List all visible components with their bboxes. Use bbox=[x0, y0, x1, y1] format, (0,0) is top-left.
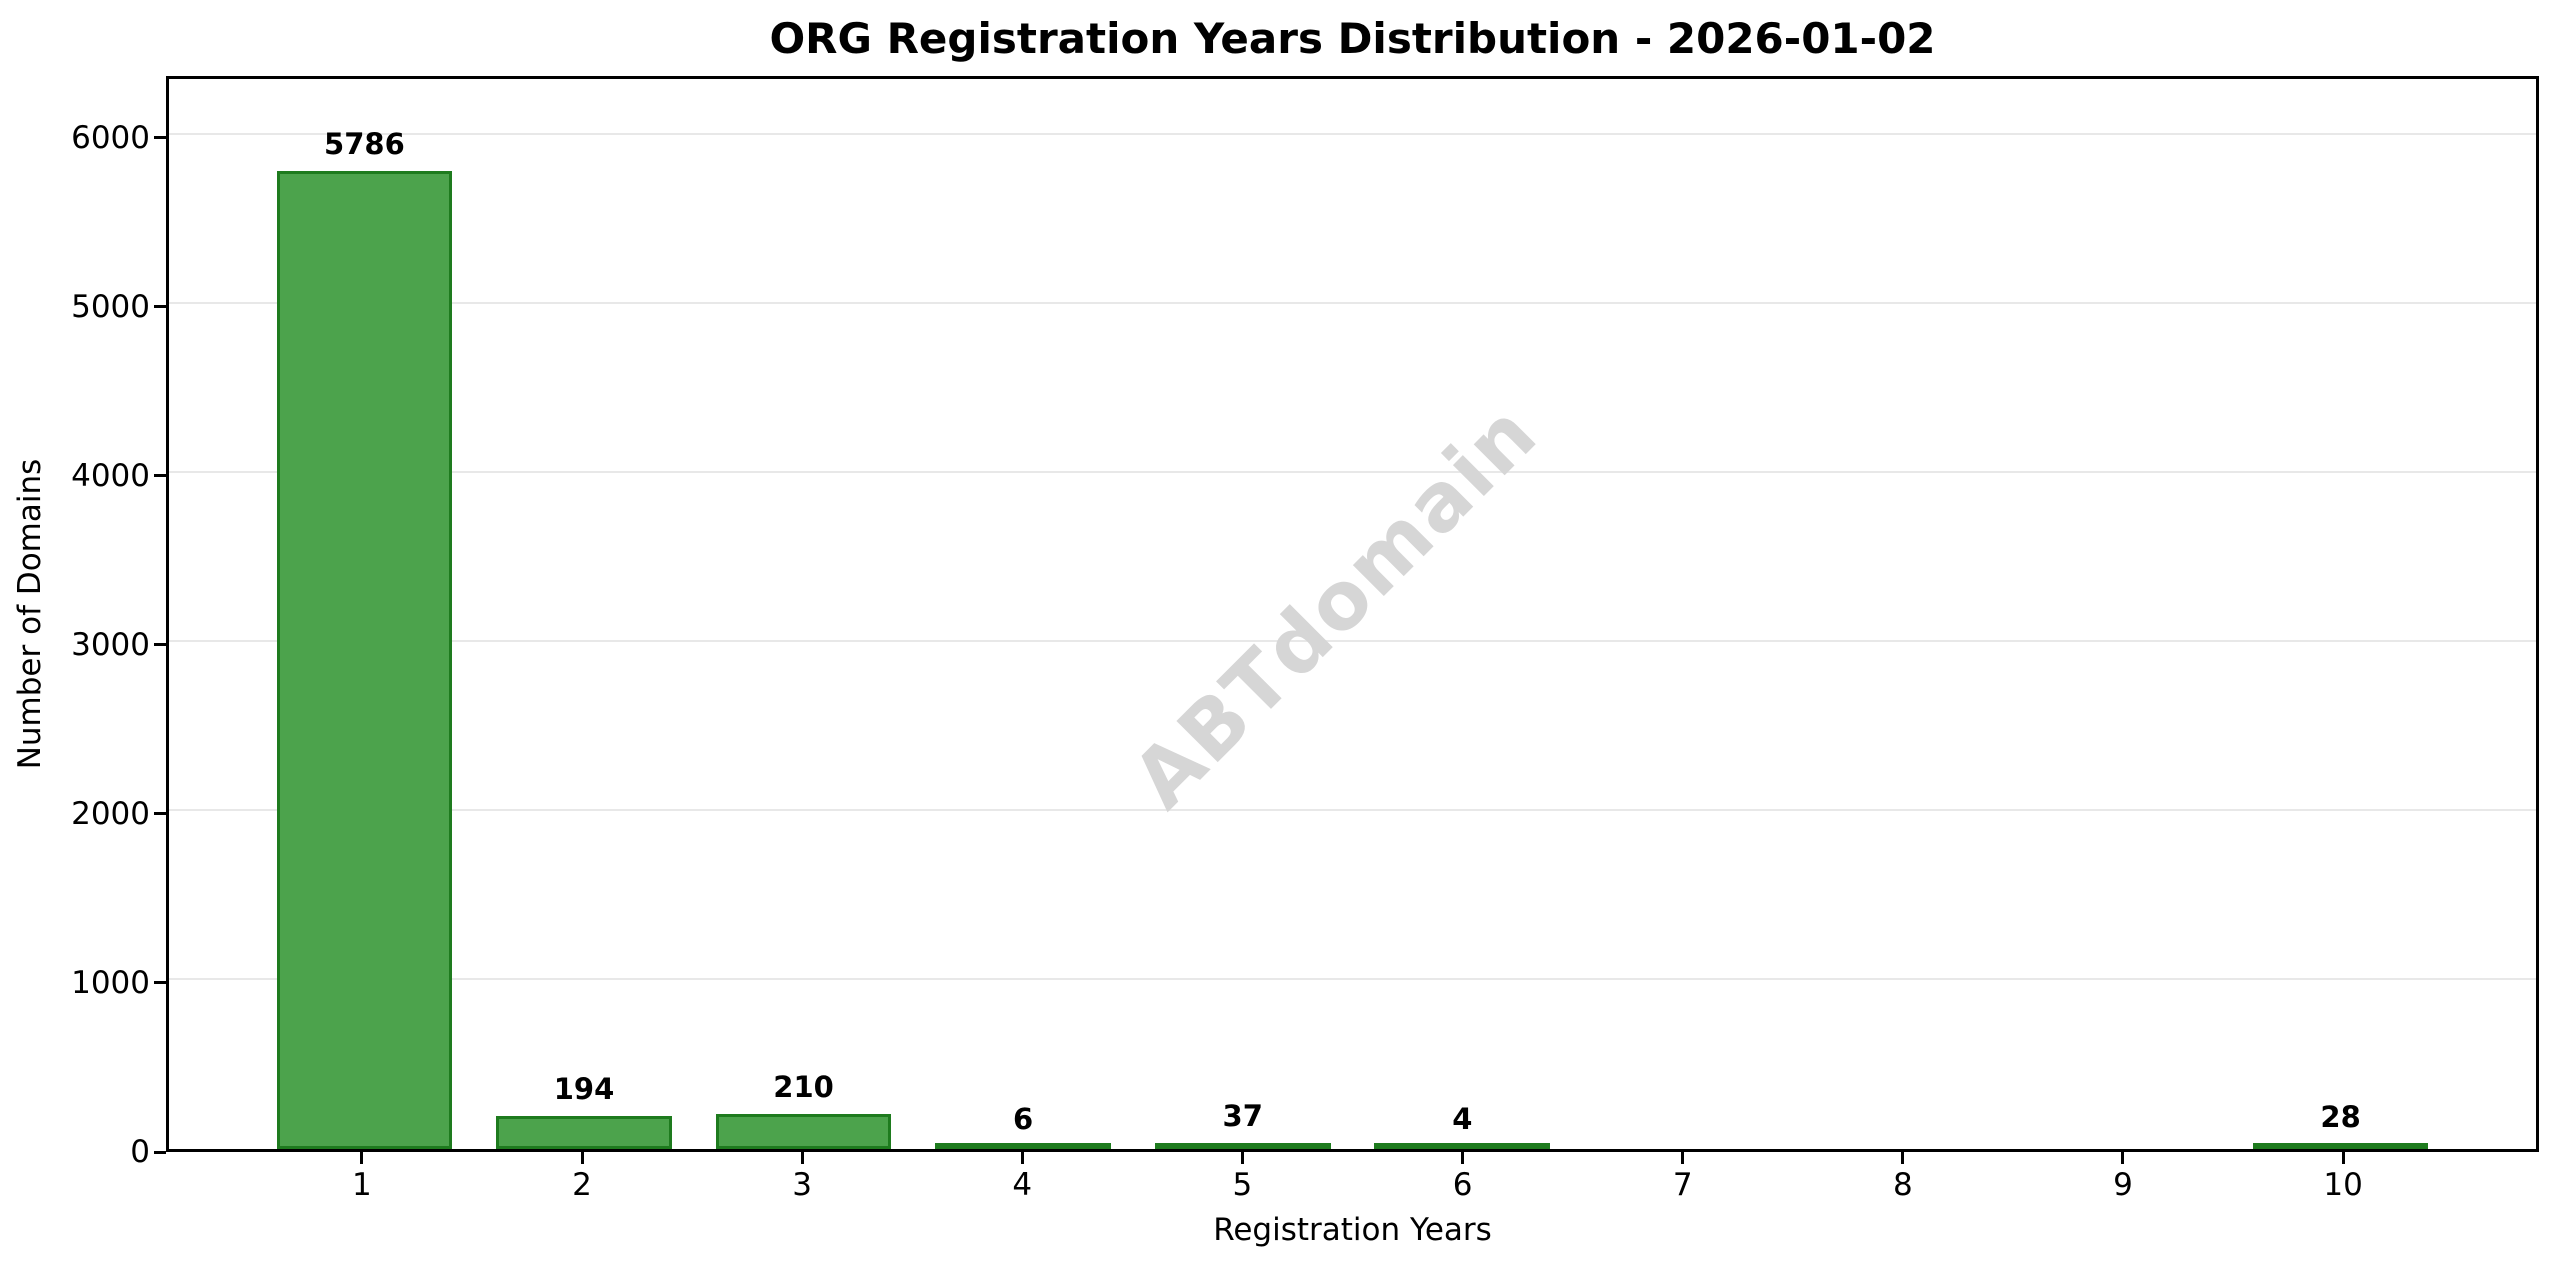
x-tick-9 bbox=[2121, 1152, 2125, 1164]
x-tick-6 bbox=[1461, 1152, 1465, 1164]
y-tick-label-5000: 5000 bbox=[71, 288, 150, 325]
x-tick-label-6: 6 bbox=[1452, 1167, 1473, 1203]
bar-year-5 bbox=[1154, 1142, 1331, 1149]
bar-value-label-4: 6 bbox=[1013, 1102, 1034, 1136]
gridline-y-6000 bbox=[169, 132, 2536, 135]
chart-title: ORG Registration Years Distribution - 20… bbox=[769, 14, 1936, 63]
bar-value-label-2: 194 bbox=[553, 1072, 615, 1107]
x-tick-7 bbox=[1681, 1152, 1685, 1164]
y-tick-label-1000: 1000 bbox=[71, 964, 150, 1001]
bar-year-1 bbox=[276, 170, 453, 1149]
x-tick-1 bbox=[360, 1152, 364, 1164]
x-tick-label-3: 3 bbox=[792, 1167, 813, 1203]
x-tick-10 bbox=[2341, 1152, 2345, 1164]
x-tick-3 bbox=[800, 1152, 804, 1164]
x-tick-4 bbox=[1020, 1152, 1024, 1164]
y-tick-label-4000: 4000 bbox=[71, 457, 150, 494]
gridline-y-5000 bbox=[169, 301, 2536, 304]
y-tick-1000 bbox=[154, 981, 166, 985]
y-tick-3000 bbox=[154, 643, 166, 647]
x-tick-label-10: 10 bbox=[2323, 1167, 2363, 1203]
x-tick-label-8: 8 bbox=[1892, 1167, 1913, 1203]
y-tick-label-3000: 3000 bbox=[71, 626, 150, 663]
bar-value-label-3: 210 bbox=[773, 1069, 834, 1104]
gridline-y-1000 bbox=[169, 977, 2536, 980]
y-tick-label-0: 0 bbox=[130, 1134, 150, 1170]
bar-year-2 bbox=[496, 1116, 672, 1149]
gridline-y-4000 bbox=[169, 470, 2536, 473]
y-tick-label-6000: 6000 bbox=[71, 119, 150, 156]
gridline-y-3000 bbox=[169, 639, 2536, 642]
y-axis-label: Number of Domains bbox=[12, 458, 48, 770]
x-tick-label-7: 7 bbox=[1672, 1167, 1693, 1203]
y-tick-6000 bbox=[154, 136, 166, 140]
y-tick-label-2000: 2000 bbox=[71, 795, 150, 832]
bar-value-label-10: 28 bbox=[2320, 1100, 2361, 1135]
plot-area: ABTdomain 5786 194 210 6 37 4 28 bbox=[166, 76, 2539, 1152]
x-tick-label-5: 5 bbox=[1232, 1167, 1253, 1203]
x-tick-label-2: 2 bbox=[572, 1167, 592, 1203]
bar-value-label-6: 4 bbox=[1452, 1102, 1473, 1136]
y-tick-2000 bbox=[154, 812, 166, 816]
x-axis-label: Registration Years bbox=[1213, 1212, 1492, 1248]
x-tick-label-1: 1 bbox=[352, 1167, 372, 1203]
x-tick-5 bbox=[1240, 1152, 1244, 1164]
y-tick-4000 bbox=[154, 474, 166, 478]
y-tick-5000 bbox=[154, 305, 166, 309]
bar-value-label-5: 37 bbox=[1222, 1098, 1263, 1133]
bar-year-6 bbox=[1374, 1143, 1551, 1149]
y-tick-0 bbox=[154, 1150, 166, 1154]
bar-year-4 bbox=[935, 1143, 1111, 1149]
x-tick-2 bbox=[580, 1152, 584, 1164]
bar-year-3 bbox=[715, 1113, 892, 1149]
x-tick-label-9: 9 bbox=[2113, 1167, 2133, 1203]
x-tick-label-4: 4 bbox=[1012, 1167, 1033, 1203]
bar-value-label-1: 5786 bbox=[324, 126, 405, 161]
watermark: ABTdomain bbox=[1114, 385, 1556, 827]
x-tick-8 bbox=[1901, 1152, 1905, 1164]
gridline-y-2000 bbox=[169, 808, 2536, 811]
bar-year-10 bbox=[2252, 1143, 2429, 1149]
